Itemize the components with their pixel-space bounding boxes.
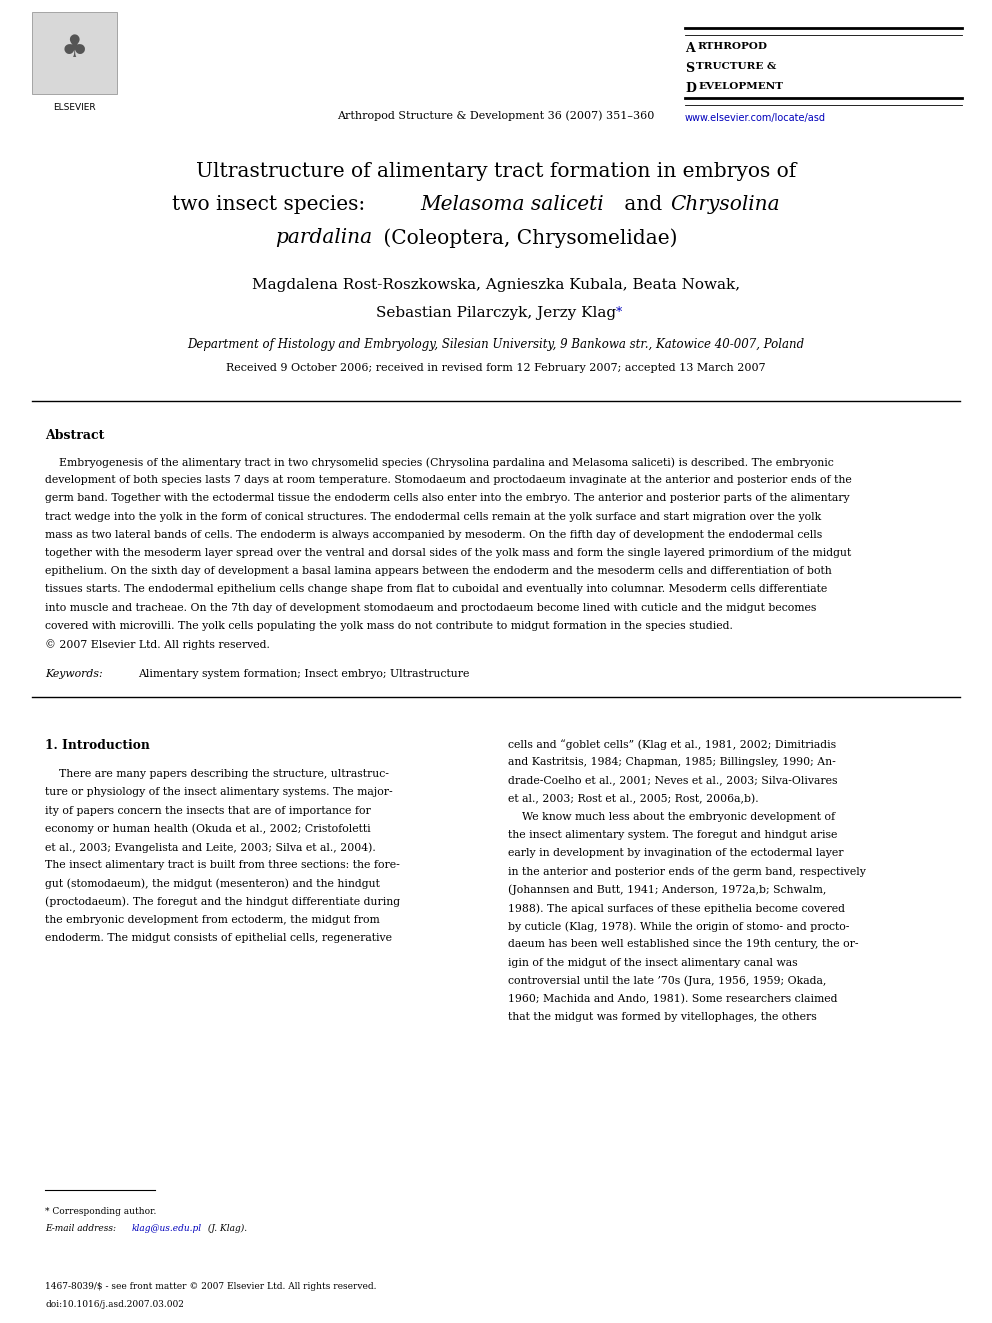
Text: tissues starts. The endodermal epithelium cells change shape from flat to cuboid: tissues starts. The endodermal epitheliu… — [45, 585, 827, 594]
Text: together with the mesoderm layer spread over the ventral and dorsal sides of the: together with the mesoderm layer spread … — [45, 548, 851, 558]
Text: ELSEVIER: ELSEVIER — [54, 103, 96, 112]
Text: Embryogenesis of the alimentary tract in two chrysomelid species (Chrysolina par: Embryogenesis of the alimentary tract in… — [45, 456, 833, 467]
Text: ity of papers concern the insects that are of importance for: ity of papers concern the insects that a… — [45, 806, 371, 815]
Text: D: D — [685, 82, 695, 95]
Text: two insect species:: two insect species: — [172, 194, 372, 214]
Text: in the anterior and posterior ends of the germ band, respectively: in the anterior and posterior ends of th… — [508, 867, 866, 877]
Text: mass as two lateral bands of cells. The endoderm is always accompanied by mesode: mass as two lateral bands of cells. The … — [45, 529, 822, 540]
Text: germ band. Together with the ectodermal tissue the endoderm cells also enter int: germ band. Together with the ectodermal … — [45, 493, 849, 503]
Text: 1988). The apical surfaces of these epithelia become covered: 1988). The apical surfaces of these epit… — [508, 904, 845, 914]
Text: early in development by invagination of the ectodermal layer: early in development by invagination of … — [508, 848, 843, 859]
Text: Melasoma saliceti: Melasoma saliceti — [420, 194, 603, 214]
Bar — [32, 12, 117, 94]
Text: There are many papers describing the structure, ultrastruc-: There are many papers describing the str… — [45, 769, 389, 779]
Text: Received 9 October 2006; received in revised form 12 February 2007; accepted 13 : Received 9 October 2006; received in rev… — [226, 363, 766, 373]
Text: controversial until the late ’70s (Jura, 1956, 1959; Okada,: controversial until the late ’70s (Jura,… — [508, 976, 826, 987]
Text: development of both species lasts 7 days at room temperature. Stomodaeum and pro: development of both species lasts 7 days… — [45, 475, 852, 486]
Text: by cuticle (Klag, 1978). While the origin of stomo- and procto-: by cuticle (Klag, 1978). While the origi… — [508, 921, 849, 931]
Text: *: * — [616, 306, 622, 319]
Text: cells and “goblet cells” (Klag et al., 1981, 2002; Dimitriadis: cells and “goblet cells” (Klag et al., 1… — [508, 740, 836, 750]
Text: (J. Klag).: (J. Klag). — [205, 1224, 247, 1233]
Text: daeum has been well established since the 19th century, the or-: daeum has been well established since th… — [508, 939, 858, 950]
Text: 1960; Machida and Ando, 1981). Some researchers claimed: 1960; Machida and Ando, 1981). Some rese… — [508, 994, 837, 1004]
Text: A: A — [685, 42, 694, 56]
Text: and: and — [618, 194, 669, 214]
Text: Department of Histology and Embryology, Silesian University, 9 Bankowa str., Kat: Department of Histology and Embryology, … — [187, 337, 805, 351]
Text: doi:10.1016/j.asd.2007.03.002: doi:10.1016/j.asd.2007.03.002 — [45, 1301, 184, 1308]
Text: that the midgut was formed by vitellophages, the others: that the midgut was formed by vitellopha… — [508, 1012, 816, 1023]
Text: 1467-8039/$ - see front matter © 2007 Elsevier Ltd. All rights reserved.: 1467-8039/$ - see front matter © 2007 El… — [45, 1282, 377, 1291]
Text: Chrysolina: Chrysolina — [670, 194, 780, 214]
Text: the insect alimentary system. The foregut and hindgut arise: the insect alimentary system. The foregu… — [508, 831, 837, 840]
Text: EVELOPMENT: EVELOPMENT — [698, 82, 783, 91]
Text: Magdalena Rost-Roszkowska, Agnieszka Kubala, Beata Nowak,: Magdalena Rost-Roszkowska, Agnieszka Kub… — [252, 278, 740, 292]
Text: economy or human health (Okuda et al., 2002; Cristofoletti: economy or human health (Okuda et al., 2… — [45, 824, 371, 835]
Text: pardalina: pardalina — [275, 228, 372, 247]
Text: Arthropod Structure & Development 36 (2007) 351–360: Arthropod Structure & Development 36 (20… — [337, 110, 655, 120]
Text: TRUCTURE &: TRUCTURE & — [696, 62, 777, 71]
Text: RTHROPOD: RTHROPOD — [697, 42, 767, 52]
Text: Keywords:: Keywords: — [45, 669, 106, 679]
Text: and Kastritsis, 1984; Chapman, 1985; Billingsley, 1990; An-: and Kastritsis, 1984; Chapman, 1985; Bil… — [508, 757, 835, 767]
Text: into muscle and tracheae. On the 7th day of development stomodaeum and proctodae: into muscle and tracheae. On the 7th day… — [45, 602, 816, 613]
Text: endoderm. The midgut consists of epithelial cells, regenerative: endoderm. The midgut consists of epithel… — [45, 933, 392, 943]
Text: (Coleoptera, Chrysomelidae): (Coleoptera, Chrysomelidae) — [377, 228, 678, 247]
Text: 1. Introduction: 1. Introduction — [45, 740, 150, 753]
Text: drade-Coelho et al., 2001; Neves et al., 2003; Silva-Olivares: drade-Coelho et al., 2001; Neves et al.,… — [508, 775, 837, 786]
Text: et al., 2003; Evangelista and Leite, 2003; Silva et al., 2004).: et al., 2003; Evangelista and Leite, 200… — [45, 841, 376, 852]
Text: Alimentary system formation; Insect embryo; Ultrastructure: Alimentary system formation; Insect embr… — [138, 669, 469, 679]
Text: tract wedge into the yolk in the form of conical structures. The endodermal cell: tract wedge into the yolk in the form of… — [45, 512, 821, 521]
Text: Ultrastructure of alimentary tract formation in embryos of: Ultrastructure of alimentary tract forma… — [195, 161, 797, 181]
Text: © 2007 Elsevier Ltd. All rights reserved.: © 2007 Elsevier Ltd. All rights reserved… — [45, 639, 270, 650]
Text: www.elsevier.com/locate/asd: www.elsevier.com/locate/asd — [685, 112, 826, 123]
Text: ♣: ♣ — [61, 34, 88, 64]
Text: S: S — [685, 62, 694, 75]
Text: et al., 2003; Rost et al., 2005; Rost, 2006a,b).: et al., 2003; Rost et al., 2005; Rost, 2… — [508, 794, 759, 804]
Text: Abstract: Abstract — [45, 429, 104, 442]
Text: E-mail address:: E-mail address: — [45, 1224, 119, 1233]
Text: (Johannsen and Butt, 1941; Anderson, 1972a,b; Schwalm,: (Johannsen and Butt, 1941; Anderson, 197… — [508, 885, 826, 896]
Text: covered with microvilli. The yolk cells populating the yolk mass do not contribu: covered with microvilli. The yolk cells … — [45, 620, 733, 631]
Text: The insect alimentary tract is built from three sections: the fore-: The insect alimentary tract is built fro… — [45, 860, 400, 871]
Text: (proctodaeum). The foregut and the hindgut differentiate during: (proctodaeum). The foregut and the hindg… — [45, 897, 400, 908]
Text: gut (stomodaeum), the midgut (mesenteron) and the hindgut: gut (stomodaeum), the midgut (mesenteron… — [45, 878, 380, 889]
Text: * Corresponding author.: * Corresponding author. — [45, 1207, 157, 1216]
Text: klag@us.edu.pl: klag@us.edu.pl — [132, 1224, 202, 1233]
Text: igin of the midgut of the insect alimentary canal was: igin of the midgut of the insect aliment… — [508, 958, 798, 967]
Text: ture or physiology of the insect alimentary systems. The major-: ture or physiology of the insect aliment… — [45, 787, 393, 798]
Text: We know much less about the embryonic development of: We know much less about the embryonic de… — [508, 812, 835, 822]
Text: epithelium. On the sixth day of development a basal lamina appears between the e: epithelium. On the sixth day of developm… — [45, 566, 831, 577]
Text: Sebastian Pilarczyk, Jerzy Klag: Sebastian Pilarczyk, Jerzy Klag — [376, 306, 616, 320]
Text: the embryonic development from ectoderm, the midgut from: the embryonic development from ectoderm,… — [45, 914, 380, 925]
